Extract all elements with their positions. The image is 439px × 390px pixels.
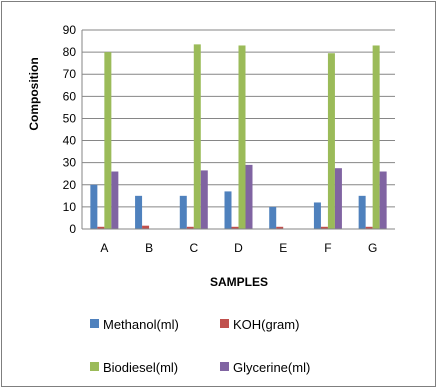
bar-koh-gram-a bbox=[97, 226, 105, 229]
y-tick-labels: 0 10 20 30 40 50 60 70 80 90 bbox=[63, 23, 77, 236]
x-tick-label: G bbox=[368, 241, 377, 255]
legend: Methanol(ml) KOH(gram) Biodiesel(ml) Glycer… bbox=[90, 317, 310, 375]
bar-biodiesel-ml-f bbox=[327, 53, 335, 229]
bar-koh-gram-c bbox=[186, 226, 194, 229]
y-tick-label: 30 bbox=[63, 156, 77, 170]
x-tick-labels: A B C D E F G bbox=[100, 241, 377, 255]
bar-koh-gram-g bbox=[365, 226, 373, 229]
y-tick-label: 90 bbox=[63, 23, 77, 37]
legend-swatch bbox=[220, 319, 229, 328]
bars bbox=[90, 44, 387, 229]
bar-glycerine-ml-a bbox=[111, 171, 119, 229]
x-tick-label: B bbox=[145, 241, 153, 255]
bar-koh-gram-d bbox=[231, 226, 239, 229]
bar-methanol-ml-d bbox=[224, 191, 232, 229]
x-tick-label: A bbox=[100, 241, 108, 255]
bar-koh-gram-e bbox=[276, 226, 284, 229]
bar-koh-gram-f bbox=[320, 226, 328, 229]
bar-biodiesel-ml-d bbox=[238, 45, 246, 229]
x-tick-label: C bbox=[189, 241, 198, 255]
legend-swatch bbox=[90, 362, 99, 371]
y-tick-label: 60 bbox=[63, 89, 77, 103]
bar-biodiesel-ml-g bbox=[372, 45, 380, 229]
legend-label: Glycerine(ml) bbox=[233, 360, 310, 375]
y-tick-label: 10 bbox=[63, 200, 77, 214]
bar-methanol-ml-a bbox=[90, 184, 98, 229]
x-tick-label: E bbox=[279, 241, 287, 255]
x-axis-title: SAMPLES bbox=[210, 275, 268, 289]
bar-methanol-ml-b bbox=[135, 195, 143, 229]
bar-glycerine-ml-c bbox=[200, 170, 208, 229]
bar-methanol-ml-f bbox=[313, 202, 321, 229]
legend-label: KOH(gram) bbox=[233, 317, 299, 332]
y-tick-label: 40 bbox=[63, 134, 77, 148]
y-tick-label: 80 bbox=[63, 45, 77, 59]
bar-methanol-ml-c bbox=[179, 195, 187, 229]
x-tick-label: F bbox=[324, 241, 331, 255]
y-tick-label: 20 bbox=[63, 178, 77, 192]
bar-glycerine-ml-d bbox=[245, 164, 253, 229]
y-tick-label: 0 bbox=[69, 222, 76, 236]
bar-biodiesel-ml-a bbox=[104, 52, 112, 229]
y-axis-title: Composition bbox=[27, 57, 41, 130]
bar-koh-gram-b bbox=[142, 225, 150, 229]
bar-glycerine-ml-f bbox=[334, 168, 342, 229]
legend-label: Methanol(ml) bbox=[103, 317, 179, 332]
bar-methanol-ml-g bbox=[358, 195, 366, 229]
legend-label: Biodiesel(ml) bbox=[103, 360, 178, 375]
legend-swatch bbox=[220, 362, 229, 371]
x-tick-label: D bbox=[234, 241, 243, 255]
y-tick-label: 50 bbox=[63, 111, 77, 125]
bar-glycerine-ml-g bbox=[379, 171, 387, 229]
y-tick-label: 70 bbox=[63, 67, 77, 81]
bar-methanol-ml-e bbox=[269, 206, 277, 229]
bar-biodiesel-ml-c bbox=[193, 44, 201, 229]
legend-swatch bbox=[90, 319, 99, 328]
